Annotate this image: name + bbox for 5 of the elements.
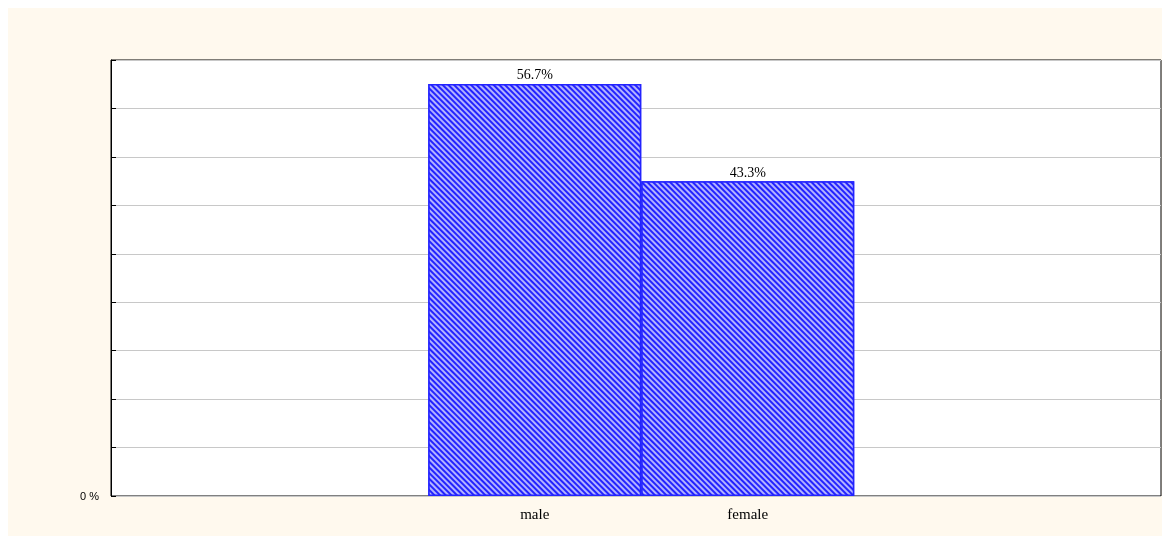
x-tick-label: female (727, 505, 769, 522)
data-label: 56.7% (516, 67, 554, 83)
data-label: 43.3% (729, 164, 767, 180)
text: 0 % (80, 489, 100, 502)
x-tick-label: male (520, 505, 550, 522)
